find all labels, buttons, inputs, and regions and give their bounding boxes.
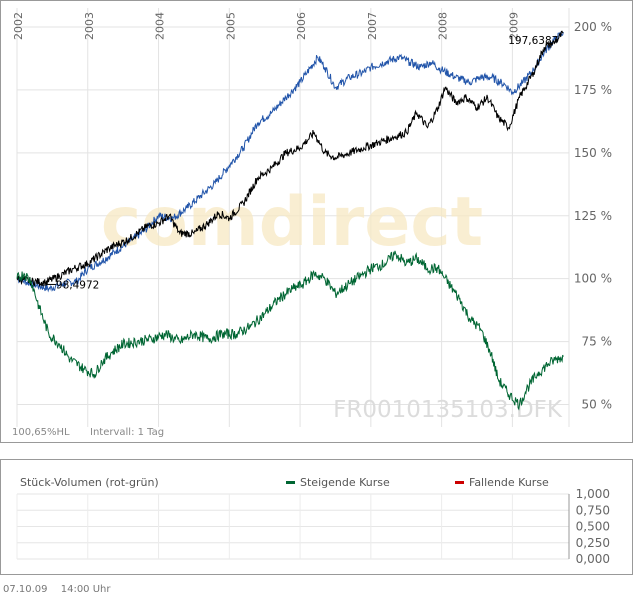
y-tick-label: 100 % (574, 272, 612, 286)
legend-label: Steigende Kurse (300, 476, 390, 489)
volume-y-tick: 0,000 (576, 552, 610, 566)
x-tick-label: 2006 (295, 12, 308, 40)
x-tick-label: 2003 (83, 12, 96, 40)
y-axis-labels: 50 % 75 % 100 % 125 % 150 % 175 % 200 % (574, 20, 612, 412)
volume-grid (16, 493, 570, 560)
series-line (16, 250, 564, 411)
series-line (16, 31, 564, 293)
watermark-text: comdirect (101, 183, 483, 262)
x-tick-label: 2007 (366, 12, 379, 40)
volume-y-tick: 0,750 (576, 503, 610, 517)
volume-y-tick: 0,250 (576, 536, 610, 550)
legend-label: Fallende Kurse (469, 476, 549, 489)
isin-label: FR0010135103.DFK (333, 397, 563, 423)
volume-panel: Stück-Volumen (rot-grün) Steigende Kurse… (0, 459, 633, 575)
hl-label: 100,65%HL (12, 427, 70, 438)
volume-border (0, 459, 633, 575)
annotation-label: 98,4972 (56, 279, 99, 291)
y-tick-label: 75 % (582, 335, 613, 349)
x-tick-label: 2004 (154, 12, 167, 40)
volume-y-tick: 0,500 (576, 520, 610, 534)
y-tick-label: 150 % (574, 146, 612, 160)
volume-legend: Steigende Kurse Fallende Kurse (286, 476, 549, 489)
annotation-label: 197,6387 (508, 35, 558, 47)
volume-y-labels: 1,000 0,750 0,500 0,250 0,000 (576, 487, 610, 566)
x-tick-label: 2002 (12, 12, 25, 40)
interval-label: Intervall: 1 Tag (90, 427, 164, 438)
annotations: 98,4972 197,6387 (45, 35, 558, 291)
legend-swatch (286, 481, 295, 484)
volume-y-tick: 1,000 (576, 487, 610, 501)
price-chart: comdirect FR0010135103.DFK 2002 2003 2004 2… (0, 0, 633, 443)
x-axis-labels: 2002 2003 2004 2005 2006 2007 2008 2009 (12, 12, 520, 40)
footer-date: 07.10.09 (3, 584, 48, 595)
footer: 07.10.09 14:00 Uhr (3, 584, 120, 595)
y-tick-label: 125 % (574, 209, 612, 223)
series-lines (16, 30, 564, 411)
legend-swatch (455, 481, 464, 484)
x-tick-label: 2009 (507, 12, 520, 40)
y-tick-label: 175 % (574, 83, 612, 97)
x-tick-label: 2005 (224, 12, 237, 40)
series-line (16, 30, 564, 288)
volume-title: Stück-Volumen (rot-grün) (20, 476, 159, 489)
footer-time: 14:00 Uhr (60, 584, 111, 595)
y-tick-label: 50 % (582, 398, 613, 412)
chart-border (0, 0, 633, 443)
y-tick-label: 200 % (574, 20, 612, 34)
x-tick-label: 2008 (437, 12, 450, 40)
